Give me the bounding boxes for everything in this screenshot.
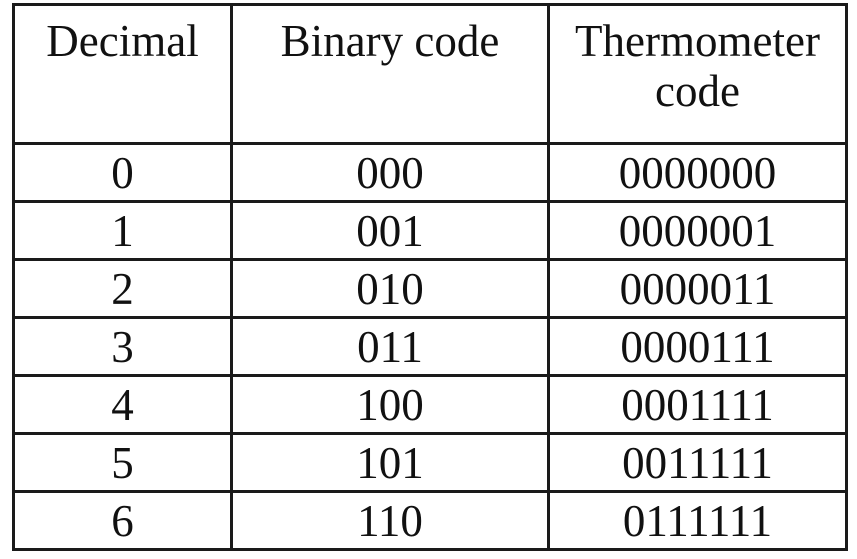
- thermometer-cell: 0001111: [547, 374, 848, 435]
- header-row: Decimal Binary code Thermometer code: [12, 3, 848, 145]
- thermometer-cell: 0011111: [547, 432, 848, 493]
- thermometer-cell: 0000000: [547, 142, 848, 203]
- decimal-cell: 0: [12, 142, 233, 203]
- table-row: 6 110 0111111: [12, 490, 848, 551]
- header-binary-code: Binary code: [230, 3, 550, 145]
- decimal-cell: 5: [12, 432, 233, 493]
- thermometer-cell: 0000111: [547, 316, 848, 377]
- header-decimal: Decimal: [12, 3, 233, 145]
- decimal-cell: 3: [12, 316, 233, 377]
- binary-cell: 100: [230, 374, 550, 435]
- binary-cell: 001: [230, 200, 550, 261]
- binary-cell: 010: [230, 258, 550, 319]
- header-thermometer-code: Thermometer code: [547, 3, 848, 145]
- binary-cell: 110: [230, 490, 550, 551]
- thermometer-cell: 0000011: [547, 258, 848, 319]
- decimal-cell: 2: [12, 258, 233, 319]
- decimal-cell: 4: [12, 374, 233, 435]
- binary-cell: 011: [230, 316, 550, 377]
- binary-cell: 000: [230, 142, 550, 203]
- table-row: 1 001 0000001: [12, 200, 848, 261]
- table-row: 2 010 0000011: [12, 258, 848, 319]
- thermometer-cell: 0111111: [547, 490, 848, 551]
- thermometer-cell: 0000001: [547, 200, 848, 261]
- binary-cell: 101: [230, 432, 550, 493]
- decimal-cell: 6: [12, 490, 233, 551]
- table-row: 5 101 0011111: [12, 432, 848, 493]
- decimal-cell: 1: [12, 200, 233, 261]
- code-table: Decimal Binary code Thermometer code 0 0…: [12, 3, 848, 551]
- table-row: 3 011 0000111: [12, 316, 848, 377]
- table-row: 0 000 0000000: [12, 142, 848, 203]
- table-row: 4 100 0001111: [12, 374, 848, 435]
